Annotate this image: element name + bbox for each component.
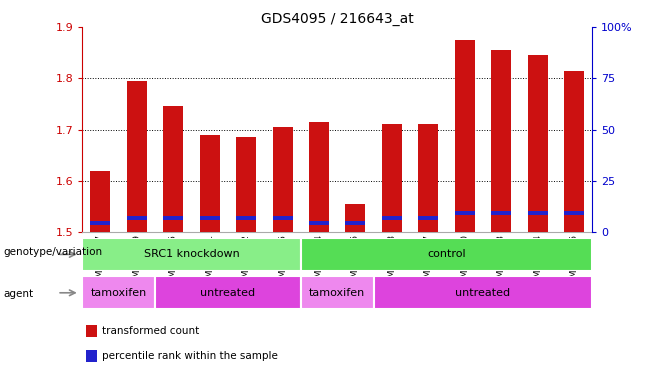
Text: percentile rank within the sample: percentile rank within the sample <box>102 351 278 361</box>
Bar <box>155 276 301 309</box>
Bar <box>382 216 402 220</box>
Text: untreated: untreated <box>201 288 255 298</box>
Bar <box>345 221 365 225</box>
Bar <box>236 137 256 232</box>
Bar <box>528 211 547 215</box>
Text: tamoxifen: tamoxifen <box>309 288 365 298</box>
Bar <box>528 55 547 232</box>
Bar <box>127 81 147 232</box>
Bar <box>236 216 256 220</box>
Bar <box>491 50 511 232</box>
Bar <box>564 211 584 215</box>
Bar <box>90 220 111 225</box>
Bar <box>82 238 301 271</box>
Bar <box>163 106 184 232</box>
Bar <box>345 204 365 232</box>
Bar <box>200 216 220 220</box>
Bar <box>82 276 155 309</box>
Text: control: control <box>427 249 466 260</box>
Bar <box>455 40 474 232</box>
Text: SRC1 knockdown: SRC1 knockdown <box>143 249 240 260</box>
Bar <box>127 216 147 220</box>
Bar <box>491 211 511 215</box>
Bar <box>301 276 374 309</box>
Text: agent: agent <box>3 289 34 299</box>
Bar <box>309 122 329 232</box>
Bar <box>301 238 592 271</box>
Title: GDS4095 / 216643_at: GDS4095 / 216643_at <box>261 12 414 26</box>
Bar <box>564 71 584 232</box>
Text: transformed count: transformed count <box>102 326 199 336</box>
Bar <box>455 211 474 215</box>
Bar <box>163 216 184 220</box>
Bar <box>309 221 329 225</box>
Bar <box>200 135 220 232</box>
Text: genotype/variation: genotype/variation <box>3 247 103 257</box>
Text: tamoxifen: tamoxifen <box>91 288 147 298</box>
Bar <box>418 124 438 232</box>
Bar <box>374 276 592 309</box>
Bar <box>272 127 293 232</box>
Text: untreated: untreated <box>455 288 511 298</box>
Bar <box>418 216 438 220</box>
Bar <box>272 216 293 220</box>
Bar <box>382 124 402 232</box>
Bar <box>90 170 111 232</box>
